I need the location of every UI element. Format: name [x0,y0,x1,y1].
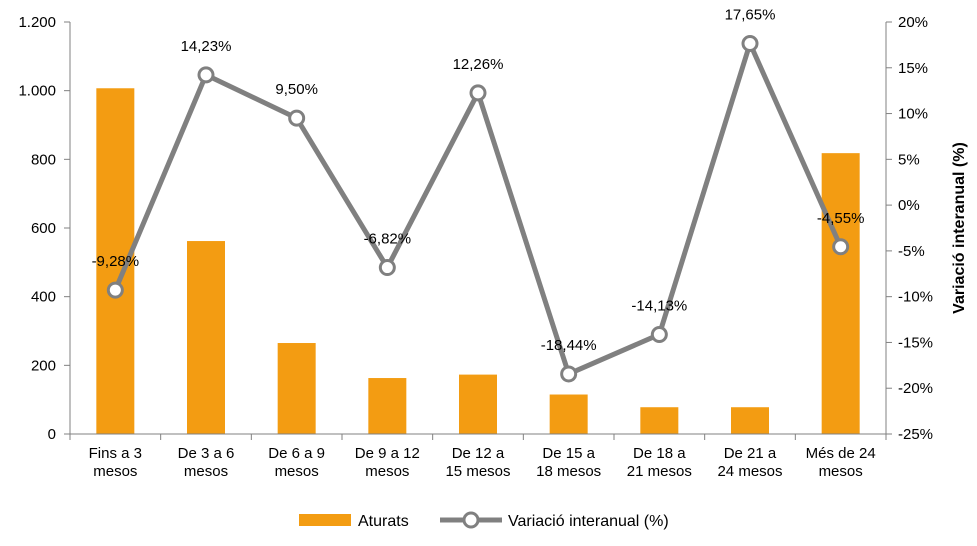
right-tick-label: 20% [898,14,928,31]
data-label: 12,26% [453,56,504,73]
bar [277,343,316,434]
right-tick-label: 5% [898,151,920,168]
left-tick-label: 600 [31,220,56,237]
data-label: -18,44% [541,337,597,354]
x-tick-label: De 15 a 18 mesos [536,445,601,480]
data-label: 17,65% [725,7,776,24]
data-label: -14,13% [631,297,687,314]
legend-swatch-variacio-marker [462,511,480,529]
x-tick-label-line: 24 mesos [717,463,782,480]
left-tick-label: 200 [31,357,56,374]
x-tick-label-line: 21 mesos [627,463,692,480]
line-point [560,365,578,383]
data-label: -6,82% [364,231,412,248]
x-tick-label-line: De 18 a [633,445,686,462]
x-tick-label-line: 18 mesos [536,463,601,480]
right-tick-label: -15% [898,334,933,351]
bar [459,374,497,434]
bar [187,241,225,434]
right-tick-label: 10% [898,106,928,123]
legend: Aturats Variació interanual (%) [299,511,669,530]
left-tick-label: 0 [48,426,56,443]
line-point [469,84,487,102]
line-point [832,238,850,256]
bar-series-aturats [96,88,860,435]
left-tick-label: 800 [31,151,56,168]
line-point [741,35,759,53]
x-tick-label-line: mesos [365,463,409,480]
legend-label-aturats: Aturats [358,513,409,530]
right-tick-label: -25% [898,426,933,443]
x-tick-label-line: De 15 a [542,445,595,462]
right-tick-label: -10% [898,289,933,306]
bar [549,394,588,434]
x-tick-label: De 21 a 24 mesos [717,445,782,480]
x-tick-label: De 3 a 6 mesos [178,445,235,480]
x-tick-label: De 6 a 9 mesos [268,445,325,480]
x-tick-label-line: De 9 a 12 [355,445,420,462]
right-tick-label: -20% [898,380,933,397]
line-point [197,66,215,84]
bar [368,378,407,434]
bar [731,407,769,434]
x-tick-label: De 18 a 21 mesos [627,445,692,480]
right-tick-label: -5% [898,243,925,260]
left-tick-label: 1.000 [18,83,56,100]
right-tick-label: 0% [898,197,920,214]
x-tick-label: Més de 24 mesos [806,445,876,480]
right-axis-title: Variació interanual (%) [951,142,968,314]
legend-label-variacio: Variació interanual (%) [508,513,669,530]
line-point [106,281,124,299]
x-tick-label-line: mesos [819,463,863,480]
x-tick-label-line: De 21 a [724,445,777,462]
x-tick-label: De 12 a 15 mesos [445,445,510,480]
data-label: 14,23% [181,38,232,55]
line-point [378,259,396,277]
line-point [650,325,668,343]
left-tick-label: 1.200 [18,14,56,31]
x-tick-label-line: mesos [93,463,137,480]
x-tick-label-line: De 3 a 6 [178,445,235,462]
line-series-variacio [106,35,850,383]
x-tick-label: Fins a 3 mesos [89,445,142,480]
bar [821,153,860,435]
axes: 0 200 400 600 800 1.000 1.200 -25% -20% -15% -10% -… [18,14,933,480]
data-label: -9,28% [92,253,140,270]
x-tick-label: De 9 a 12 mesos [355,445,420,480]
left-tick-label: 400 [31,289,56,306]
bar [640,407,679,434]
x-tick-label-line: mesos [184,463,228,480]
line-point [288,109,306,127]
legend-swatch-aturats [299,514,351,526]
x-tick-label-line: Més de 24 [806,445,876,462]
data-label: 9,50% [275,81,318,98]
data-labels: -9,28% 14,23% 9,50% -6,82% 12,26% -18,44% -14,… [92,7,865,354]
x-tick-label-line: Fins a 3 [89,445,142,462]
x-tick-label-line: De 6 a 9 [268,445,325,462]
data-label: -4,55% [817,210,865,227]
right-tick-label: 15% [898,60,928,77]
x-tick-label-line: De 12 a [452,445,505,462]
x-tick-label-line: mesos [275,463,319,480]
x-tick-label-line: 15 mesos [445,463,510,480]
